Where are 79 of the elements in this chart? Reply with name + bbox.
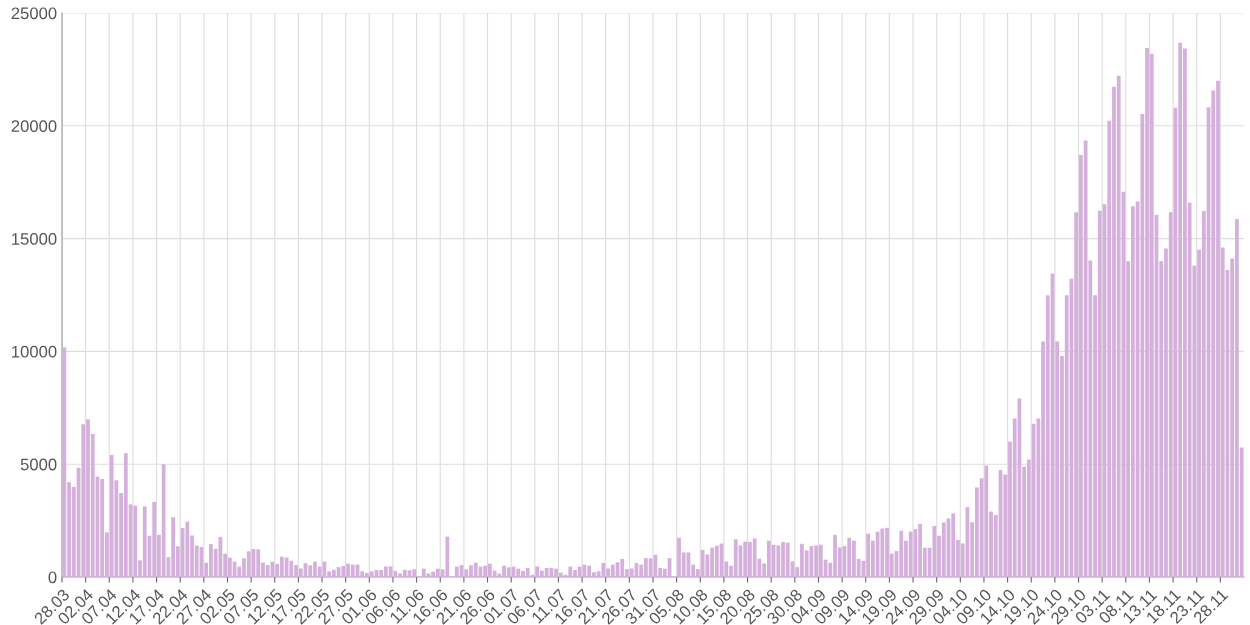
y-tick-label: 5000 — [20, 458, 57, 471]
bar — [766, 540, 771, 577]
bar — [653, 554, 658, 577]
bar — [776, 545, 781, 577]
bar — [464, 569, 469, 577]
bar — [445, 536, 450, 577]
bar — [421, 568, 426, 577]
bar — [577, 566, 582, 577]
y-tick-label: 15000 — [12, 233, 57, 245]
bar — [558, 572, 563, 577]
bar — [587, 565, 592, 577]
bar — [866, 533, 871, 577]
bar — [62, 347, 67, 577]
bar — [393, 570, 398, 577]
y-tick-label: 0 — [48, 571, 57, 584]
bar — [899, 530, 904, 577]
y-tick-label: 25000 — [11, 7, 57, 20]
bar — [785, 542, 790, 577]
bar — [620, 558, 625, 577]
bar — [752, 538, 757, 577]
bar — [289, 560, 294, 577]
bar — [908, 531, 913, 577]
bar — [880, 528, 885, 577]
bar — [743, 541, 748, 577]
bar — [218, 536, 223, 577]
y-tick-label: 20000 — [11, 120, 57, 132]
bar — [308, 565, 313, 577]
bar — [473, 562, 478, 577]
bar — [568, 566, 573, 577]
bar — [506, 567, 511, 577]
bar — [279, 556, 284, 577]
bar — [142, 506, 147, 577]
bar — [402, 569, 407, 577]
bar — [369, 571, 374, 577]
bar — [435, 568, 440, 577]
bar — [984, 465, 989, 577]
bar — [379, 570, 384, 577]
bar — [535, 566, 540, 577]
bar — [100, 478, 105, 577]
bar — [431, 571, 436, 577]
bar — [331, 569, 336, 577]
bar — [185, 521, 190, 577]
bar — [383, 566, 388, 577]
y-tick-label: 10000 — [12, 345, 57, 358]
bar — [123, 453, 128, 577]
bar — [109, 454, 114, 577]
bar — [412, 569, 417, 577]
bar — [847, 537, 852, 577]
bar — [246, 551, 251, 577]
bar — [932, 526, 937, 577]
bar — [818, 544, 823, 577]
bar — [544, 567, 549, 577]
bar — [350, 564, 355, 577]
bar — [341, 565, 346, 577]
bar — [152, 501, 157, 577]
bar — [525, 567, 530, 577]
bar — [610, 564, 615, 577]
bar — [714, 545, 719, 577]
bar — [601, 563, 606, 577]
bar — [161, 464, 166, 577]
bar — [549, 567, 554, 577]
bar — [918, 523, 923, 577]
bar — [227, 557, 232, 577]
bar — [809, 546, 814, 577]
bar — [1083, 140, 1088, 577]
bar — [516, 568, 521, 577]
bar — [256, 549, 261, 577]
bar — [648, 558, 653, 577]
bar — [1178, 42, 1183, 577]
bar — [1116, 75, 1121, 577]
bar — [733, 539, 738, 577]
bar — [317, 566, 322, 577]
bar — [951, 513, 956, 577]
bar — [700, 549, 705, 577]
bar — [483, 565, 488, 577]
bar — [133, 505, 138, 577]
bar — [941, 522, 946, 577]
bar — [454, 566, 459, 577]
bar — [265, 565, 270, 577]
